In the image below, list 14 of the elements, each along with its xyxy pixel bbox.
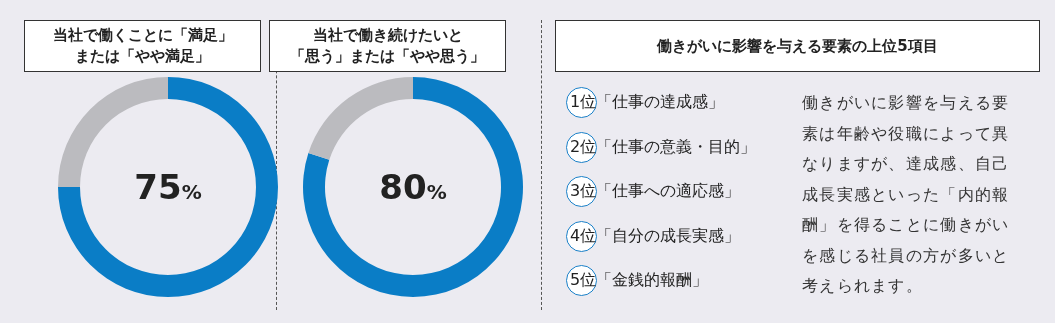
chart-title: 当社で働き続けたいと「思う」または「やや思う」: [289, 25, 486, 67]
text: 3位「仕事への適応感」: [570, 180, 741, 202]
text: 1位「仕事の達成感」: [570, 91, 725, 113]
donut-slice: [308, 77, 413, 160]
chart-title: 当社で働くことに「満足」または「やや満足」: [51, 25, 234, 67]
text: 75%: [134, 167, 202, 207]
text: 80%: [379, 167, 447, 207]
text: 働きがいに影響を与える要素は年齢や役職によって異なりますが、達成感、自己成長実感といった「内的報酬」を得ることに働きがいを感じる社員の方が多いと考えられます。: [802, 92, 1011, 297]
text: 働きがいに影響を与える要素の上位5項目: [657, 35, 938, 57]
text: 2位「仕事の意義・目的」: [570, 135, 757, 158]
text: 5位「金銭的報酬」: [570, 269, 709, 291]
donut-slice: [303, 77, 523, 297]
text: 4位「自分の成長実感」: [570, 224, 741, 247]
donut-slice: [58, 77, 278, 297]
